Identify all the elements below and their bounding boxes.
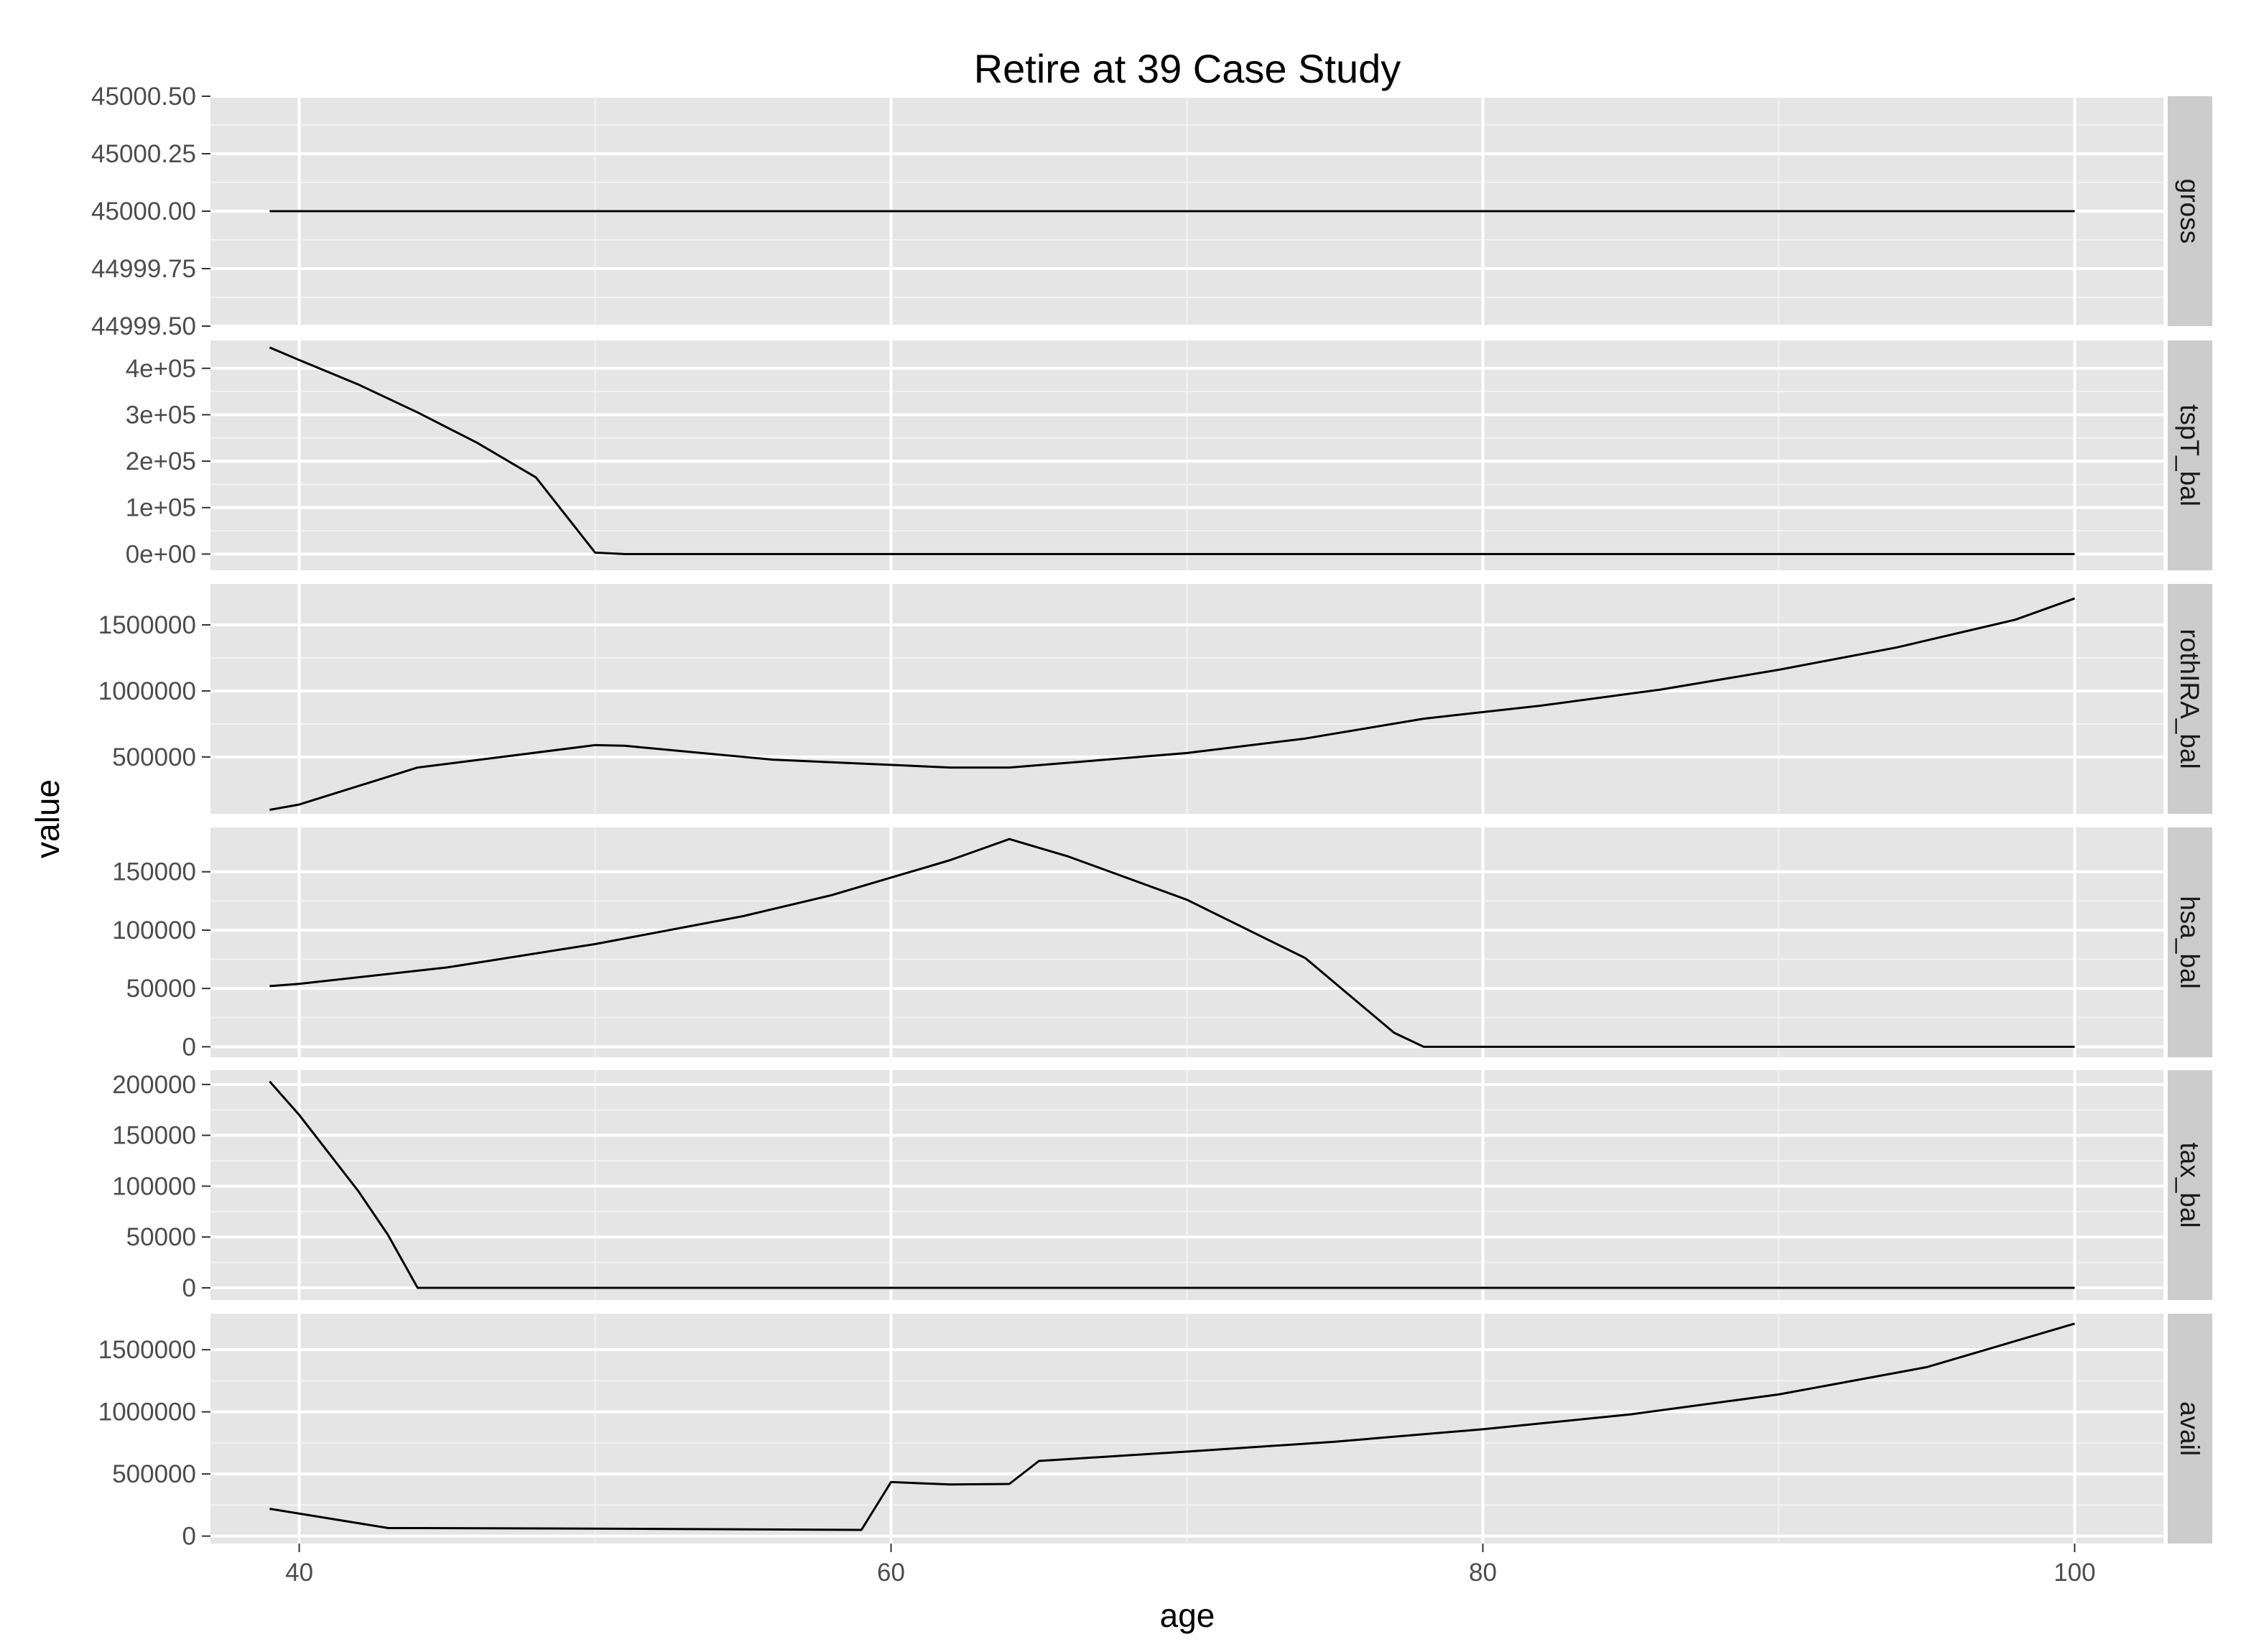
facet-strip [2168,1070,2212,1300]
x-tick-label: 100 [2054,1559,2095,1587]
series-line-hsa_bal [269,837,2075,1048]
y-tick-label: 500000 [112,743,196,771]
series-line-rothIRA_bal [269,597,2075,811]
y-tick-label: 500000 [112,1460,196,1488]
x-axis: 40 60 80 100 [285,1544,2096,1587]
series-line-avail [269,1322,2075,1531]
facet-strip [2168,1314,2212,1544]
facet-panels: 44999.50 44999.75 45000.00 45000.25 45000.50… [91,83,2212,1551]
facet-strip-label: gross [2175,179,2204,243]
y-tick-label: 45000.00 [91,198,196,226]
facet-strip-label: avail [2175,1401,2204,1456]
y-tick-label: 150000 [112,858,196,886]
y-tick-label: 0 [182,1274,196,1302]
y-axis-title: value [29,779,66,858]
facet-rothIRA_bal: 500000 1000000 1500000 rothIRA_bal [98,584,2212,814]
y-tick-label: 150000 [112,1122,196,1150]
facet-strip-label: tax_bal [2175,1142,2204,1228]
facet-strip [2168,584,2212,814]
x-tick-label: 80 [1469,1559,1497,1587]
facet-strip-label: rothIRA_bal [2175,628,2204,769]
y-tick-label: 3e+05 [126,401,196,429]
y-tick-label: 1500000 [98,1336,196,1364]
x-tick-label: 40 [285,1559,313,1587]
chart-title: Retire at 39 Case Study [974,46,1401,91]
facet-avail: 0 500000 1000000 1500000 avail [98,1314,2212,1551]
y-tick-label: 100000 [112,1172,196,1200]
facet-hsa_bal: 0 50000 100000 150000 hsa_bal [112,827,2212,1061]
y-tick-label: 50000 [126,1223,196,1251]
y-tick-label: 1000000 [98,1398,196,1426]
facet-tspT_bal: 0e+00 1e+05 2e+05 3e+05 4e+05 tspT_bal [126,340,2212,570]
y-tick-label: 45000.25 [91,140,196,168]
facet-strip [2168,96,2212,326]
y-tick-label: 1e+05 [126,494,196,522]
series-line-tax_bal [269,1080,2075,1289]
y-tick-label: 4e+05 [126,355,196,383]
y-tick-label: 100000 [112,917,196,945]
facet-strip [2168,827,2212,1057]
y-tick-label: 200000 [112,1071,196,1099]
y-tick-label: 45000.50 [91,83,196,111]
facet-strip-label: hsa_bal [2175,896,2204,989]
y-tick-label: 50000 [126,975,196,1003]
facet-tax_bal: 0 50000 100000 150000 200000 tax_bal [112,1070,2212,1302]
facet-gross: 44999.50 44999.75 45000.00 45000.25 45000.50… [91,83,2212,340]
y-tick-label: 0e+00 [126,540,196,568]
y-tick-label: 44999.75 [91,255,196,283]
y-tick-label: 44999.50 [91,312,196,340]
y-tick-label: 1500000 [98,611,196,639]
x-tick-label: 60 [877,1559,905,1587]
y-tick-label: 2e+05 [126,447,196,475]
y-tick-label: 1000000 [98,677,196,705]
y-tick-label: 0 [182,1033,196,1061]
y-tick-label: 0 [182,1523,196,1551]
x-axis-title: age [1160,1597,1215,1634]
facet-strip-label: tspT_bal [2175,404,2204,506]
facet-strip [2168,340,2212,570]
series-line-tspT_bal [269,346,2075,555]
